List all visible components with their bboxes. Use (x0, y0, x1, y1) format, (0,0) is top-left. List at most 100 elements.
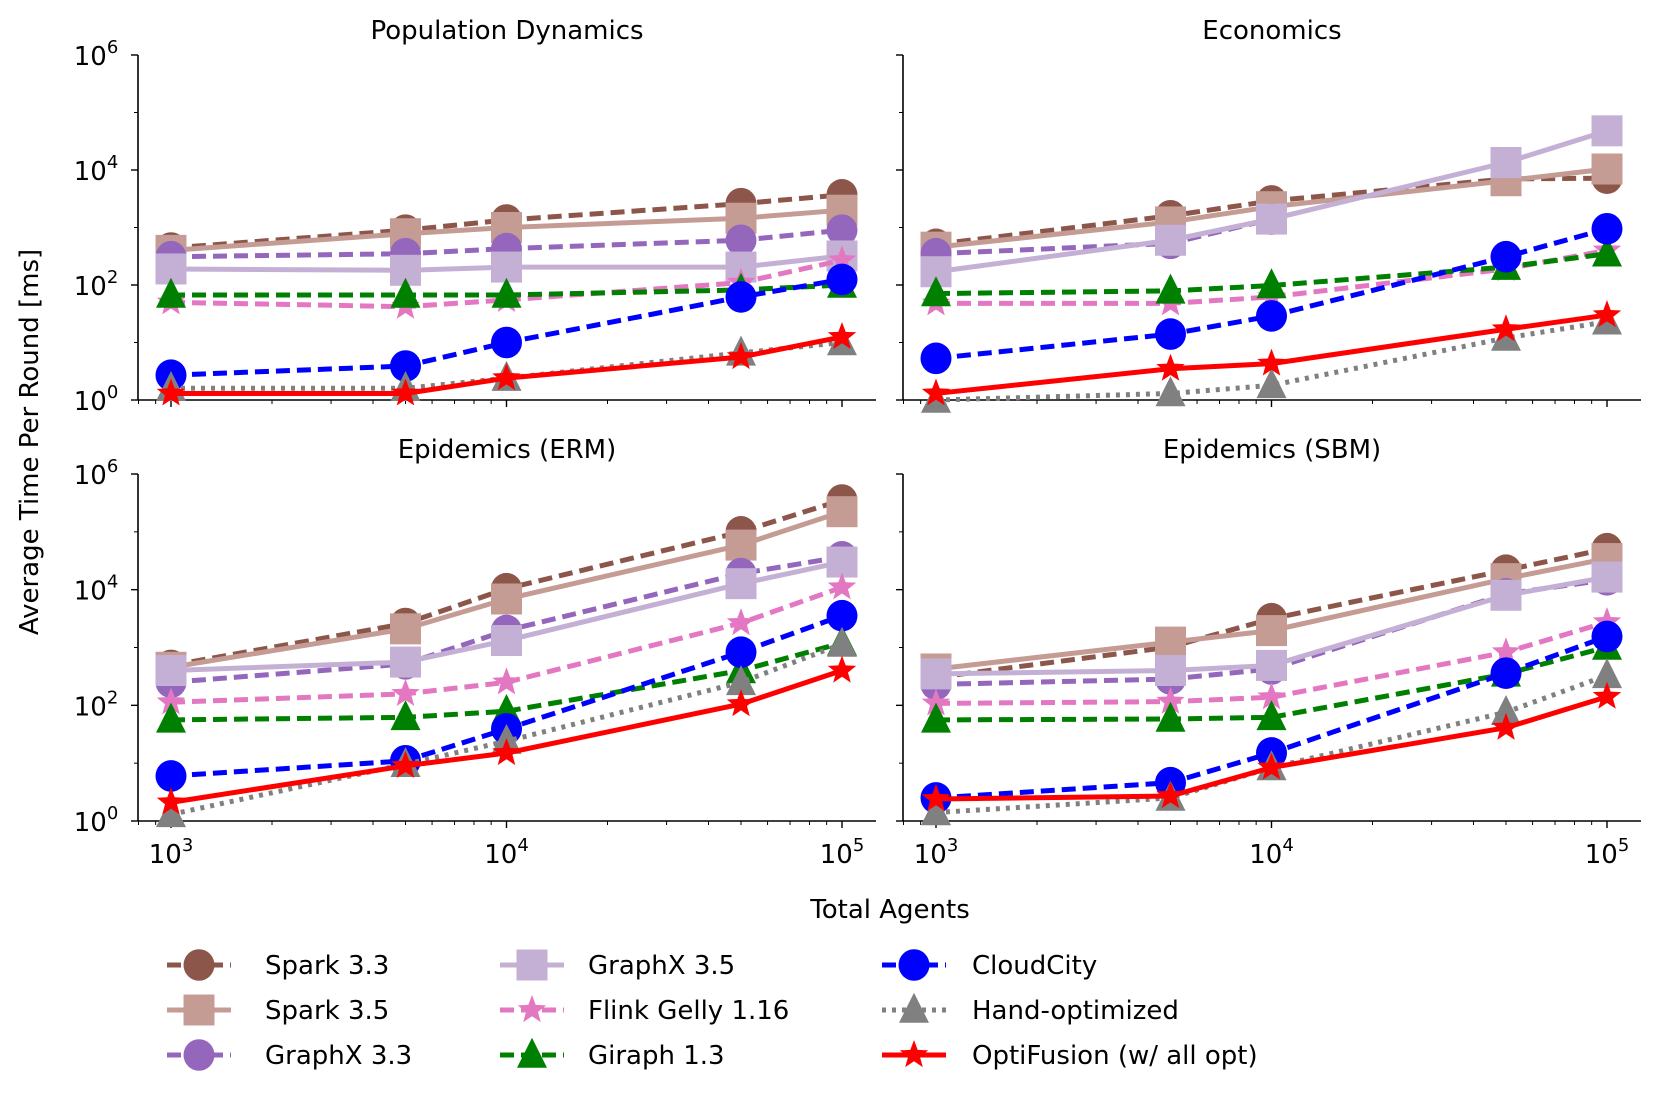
data-point (1592, 607, 1622, 635)
data-point (921, 702, 951, 733)
series-line (935, 644, 1608, 723)
data-point (827, 655, 857, 683)
x-axis-label: Total Agents (809, 895, 970, 925)
data-point (1491, 637, 1521, 665)
data-point (1156, 781, 1185, 809)
subplot-title: Economics (1202, 16, 1341, 46)
data-point (1490, 240, 1522, 273)
data-point (725, 224, 757, 257)
data-point (1491, 712, 1521, 740)
data-point (1591, 620, 1623, 653)
legend-marker (899, 1040, 929, 1068)
data-point (827, 572, 857, 600)
series-flink-gelly-1-16 (156, 572, 857, 715)
y-tick-label: 102 (74, 687, 119, 722)
y-tick-label: 106 (74, 456, 119, 491)
data-point (1155, 318, 1187, 350)
data-point (491, 583, 522, 615)
data-point (1490, 147, 1522, 179)
legend-label: Flink Gelly 1.16 (588, 996, 789, 1026)
series-line (170, 227, 843, 260)
series-graphx-3-5 (920, 561, 1623, 690)
data-point (921, 378, 951, 406)
legend-item-graphx-3-5: GraphX 3.5 (500, 949, 735, 981)
data-point (156, 797, 186, 828)
data-point (492, 363, 521, 391)
data-point (1491, 694, 1522, 725)
series-graphx-3-5 (155, 240, 858, 286)
subplot-population-dynamics: Population Dynamics 100 102 104 106 (74, 16, 876, 417)
data-point (1490, 579, 1522, 611)
data-point (390, 613, 422, 645)
y-tick-label: 102 (74, 267, 119, 302)
series-cloudcity (155, 263, 858, 392)
y-tick-label: 104 (74, 572, 119, 607)
data-point (725, 568, 757, 600)
data-point (491, 326, 522, 359)
y-axis-label: Average Time Per Round [ms] (15, 249, 45, 635)
legend-label: Spark 3.5 (265, 996, 389, 1026)
legend-marker (517, 1037, 547, 1068)
data-point (827, 245, 857, 273)
legend-marker (898, 949, 930, 981)
series-graphx-3-5 (920, 115, 1623, 288)
series-optifusion-w-all-opt (921, 300, 1622, 406)
series-cloudcity (920, 212, 1623, 375)
data-point (391, 750, 420, 778)
data-point (156, 378, 186, 406)
data-point (1156, 353, 1185, 381)
legend-label: Giraph 1.3 (588, 1041, 725, 1071)
data-point (1256, 649, 1287, 681)
legend-marker (516, 949, 548, 981)
series-line (936, 247, 1608, 306)
legend-item-cloudcity: CloudCity (882, 949, 1097, 981)
data-point (156, 687, 186, 715)
data-point (1591, 115, 1623, 147)
data-point (491, 625, 522, 657)
series-flink-gelly-1-16 (921, 607, 1622, 716)
legend-item-flink-gelly-1-16: Flink Gelly 1.16 (500, 995, 789, 1026)
data-point (155, 760, 187, 792)
data-point (725, 636, 757, 668)
data-point (1155, 376, 1186, 407)
legend-marker (517, 995, 547, 1023)
data-point (390, 277, 421, 308)
data-point (921, 688, 951, 716)
series-line (170, 257, 843, 310)
data-point (1155, 224, 1187, 256)
data-point (1257, 348, 1286, 376)
data-point (1490, 657, 1522, 689)
legend-item-optifusion-w-all-opt: OptiFusion (w/ all opt) (882, 1040, 1258, 1071)
legend: Spark 3.3 Spark 3.5 GraphX 3.3 GraphX 3.5 Fl… (167, 949, 1258, 1071)
data-point (1592, 681, 1622, 709)
data-point (1155, 655, 1187, 687)
legend-label: Hand-optimized (972, 996, 1179, 1026)
data-point (726, 608, 756, 636)
data-point (156, 787, 186, 815)
series-optifusion-w-all-opt (921, 681, 1622, 812)
data-point (726, 342, 756, 370)
series-graphx-3-5 (155, 546, 858, 687)
data-point (390, 646, 422, 678)
data-point (1256, 700, 1287, 731)
data-point (726, 689, 756, 717)
series-line (935, 619, 1608, 706)
legend-item-graphx-3-3: GraphX 3.3 (167, 1039, 412, 1071)
legend-label: Spark 3.3 (265, 951, 389, 981)
data-point (726, 665, 757, 696)
x-tick-label: 104 (1249, 835, 1294, 870)
subplot-epidemics-erm: Epidemics (ERM) 100 102 104 106 103 104 105 (74, 435, 876, 870)
data-point (491, 251, 522, 283)
subplot-economics: Economics (896, 16, 1641, 413)
x-tick-label: 103 (149, 835, 194, 870)
data-point (1592, 300, 1622, 328)
data-point (1591, 561, 1623, 593)
subplot-epidemics-sbm: Epidemics (SBM) 103 104 105 (896, 435, 1641, 870)
data-point (390, 350, 422, 382)
y-tick-label: 100 (74, 382, 119, 417)
data-point (826, 599, 858, 632)
data-point (826, 496, 858, 528)
legend-marker (183, 1039, 215, 1071)
data-point (391, 378, 420, 406)
